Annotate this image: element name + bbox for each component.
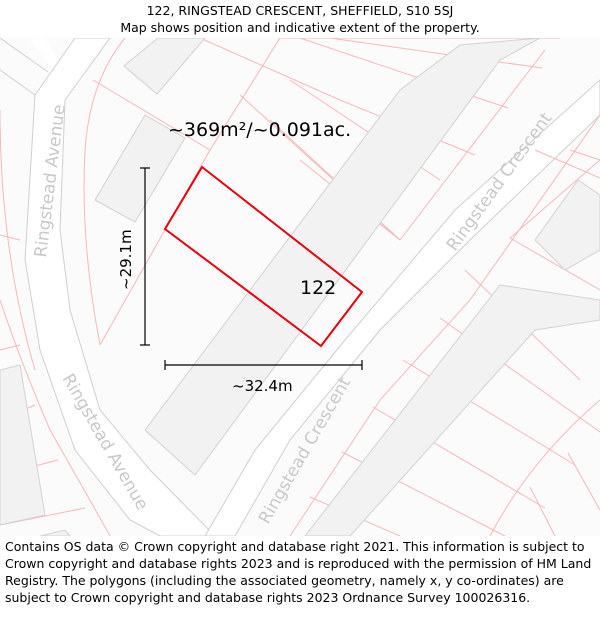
property-address-title: 122, RINGSTEAD CRESCENT, SHEFFIELD, S10 … xyxy=(146,3,454,18)
map-subtitle: Map shows position and indicative extent… xyxy=(120,20,480,35)
height-measure-label: ~29.1m xyxy=(117,229,135,290)
height-measure xyxy=(140,167,150,346)
roads xyxy=(0,38,600,536)
property-number-label: 122 xyxy=(300,277,336,299)
area-label: ~369m²/~0.091ac. xyxy=(168,119,351,141)
map-canvas: Ringstead Avenue Ringstead Avenue Ringst… xyxy=(0,38,600,536)
width-measure-label: ~32.4m xyxy=(232,377,293,395)
map-header: 122, RINGSTEAD CRESCENT, SHEFFIELD, S10 … xyxy=(0,0,600,40)
width-measure xyxy=(164,360,363,370)
copyright-attribution: Contains OS data © Crown copyright and d… xyxy=(5,539,592,605)
property-boundary[interactable] xyxy=(163,165,364,348)
property-map[interactable]: Ringstead Avenue Ringstead Avenue Ringst… xyxy=(0,38,600,536)
